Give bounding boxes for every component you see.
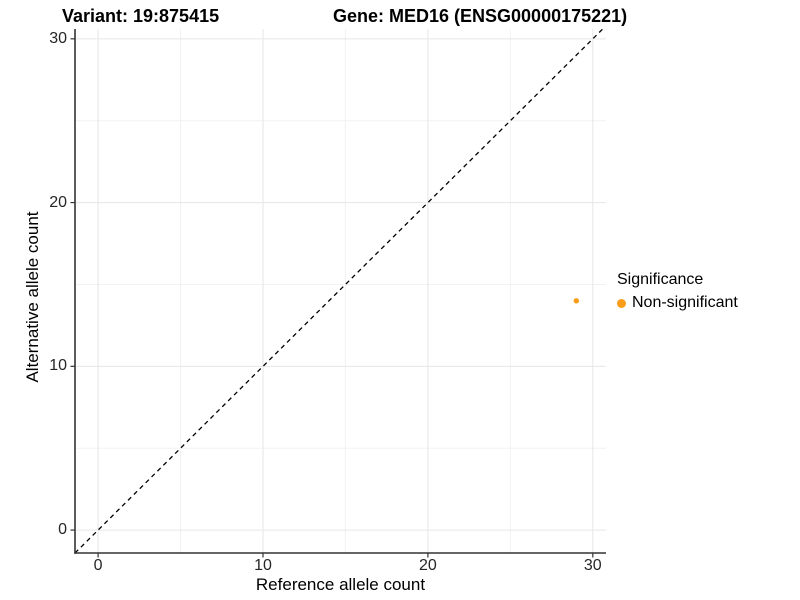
y-tick-label: 20 bbox=[49, 193, 67, 211]
plot-title-variant: Variant: 19:875415 bbox=[62, 6, 220, 26]
x-tick-label: 10 bbox=[254, 557, 272, 574]
y-tick-label: 30 bbox=[49, 29, 67, 47]
identity-line bbox=[74, 28, 604, 554]
x-tick-label: 0 bbox=[93, 557, 103, 574]
legend-point-icon bbox=[617, 298, 626, 308]
x-tick-label: 20 bbox=[418, 557, 437, 574]
legend: Significance Non-significant bbox=[617, 271, 738, 312]
legend-item-label: Non-significant bbox=[632, 294, 738, 311]
legend-item: Non-significant bbox=[617, 294, 738, 312]
data-point bbox=[573, 298, 580, 304]
x-axis-label: Reference allele count bbox=[255, 575, 426, 594]
y-tick-label: 0 bbox=[58, 521, 67, 539]
legend-title: Significance bbox=[617, 271, 704, 288]
x-tick-label: 30 bbox=[583, 557, 602, 574]
y-tick-label: 10 bbox=[49, 357, 67, 375]
plot-title-gene: Gene: MED16 (ENSG00000175221) bbox=[333, 6, 628, 26]
